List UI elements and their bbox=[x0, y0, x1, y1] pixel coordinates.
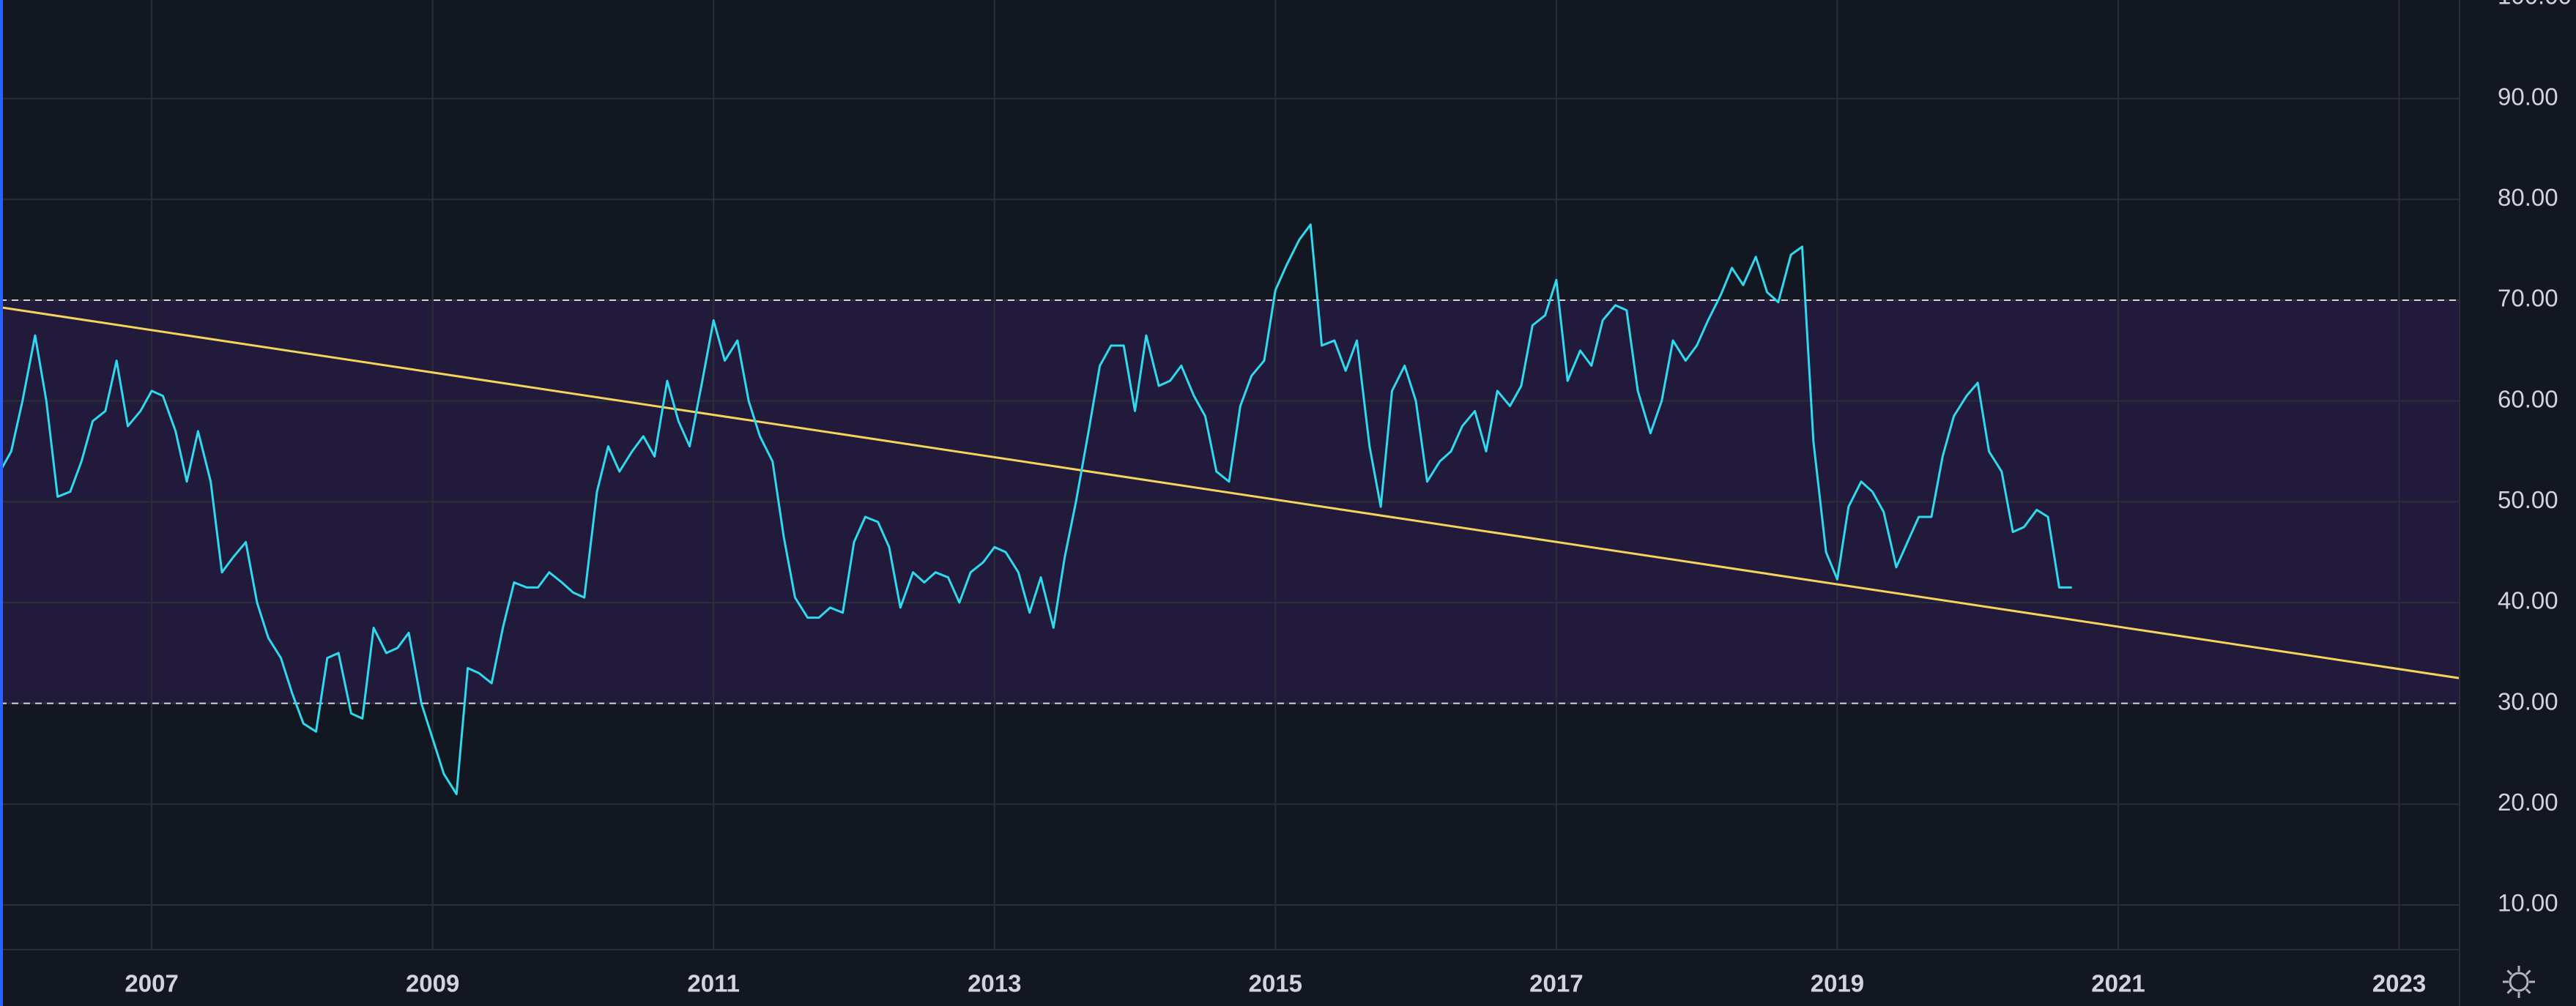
x-tick-label: 2009 bbox=[406, 970, 459, 997]
x-tick-label: 2017 bbox=[1529, 970, 1583, 997]
settings-icon-ring[interactable] bbox=[2509, 972, 2529, 992]
y-tick-label: 10.00 bbox=[2498, 890, 2558, 917]
y-tick-label: 20.00 bbox=[2498, 789, 2558, 816]
x-tick-label: 2015 bbox=[1249, 970, 1302, 997]
trend-line bbox=[0, 306, 2460, 679]
x-tick-label: 2013 bbox=[968, 970, 1021, 997]
y-tick-label: 100.00 bbox=[2498, 0, 2572, 10]
rsi-line bbox=[0, 223, 2072, 796]
y-tick-label: 40.00 bbox=[2498, 587, 2558, 614]
y-tick-label: 90.00 bbox=[2498, 83, 2558, 110]
y-tick-label: 80.00 bbox=[2498, 184, 2558, 211]
plot-area bbox=[0, 0, 2460, 950]
y-tick-label: 70.00 bbox=[2498, 285, 2558, 312]
y-tick-label: 30.00 bbox=[2498, 688, 2558, 715]
y-tick-label: 60.00 bbox=[2498, 385, 2558, 412]
x-tick-label: 2021 bbox=[2091, 970, 2145, 997]
x-tick-label: 2023 bbox=[2372, 970, 2426, 997]
settings-icon-rays[interactable] bbox=[2503, 966, 2535, 998]
settings-icon[interactable] bbox=[2503, 966, 2535, 998]
x-tick-label: 2007 bbox=[125, 970, 178, 997]
x-tick-label: 2019 bbox=[1811, 970, 1864, 997]
pane-edge bbox=[0, 0, 3, 1006]
x-tick-label: 2011 bbox=[687, 970, 740, 997]
y-tick-label: 50.00 bbox=[2498, 486, 2558, 513]
